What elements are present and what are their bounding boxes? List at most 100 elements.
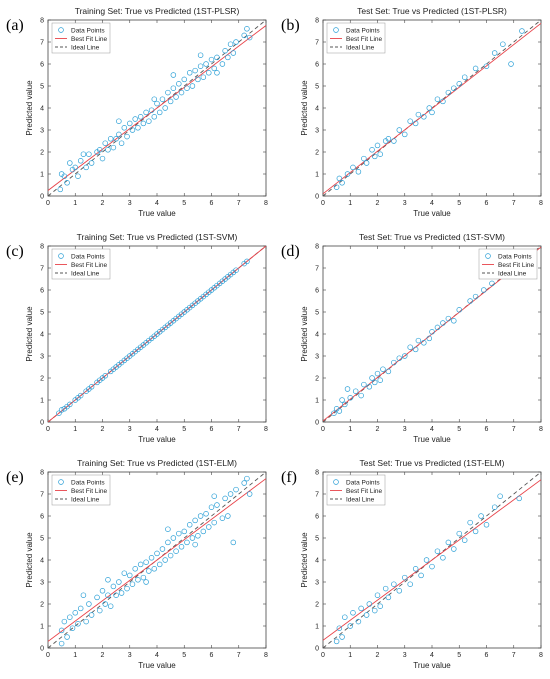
data-point — [451, 318, 457, 324]
data-point — [461, 537, 468, 543]
data-point — [391, 359, 397, 366]
data-point — [211, 519, 217, 526]
data-point — [143, 579, 149, 585]
data-point — [350, 164, 356, 171]
x-tick-label: 2 — [376, 426, 380, 433]
data-point — [57, 186, 64, 193]
x-tick-label: 8 — [264, 200, 268, 207]
data-point — [347, 623, 353, 629]
y-tick-label: 7 — [40, 40, 44, 47]
panel-c: (c) Training Set: True vs Predicted (1ST-… — [0, 226, 275, 452]
data-point — [56, 410, 62, 416]
panel-label: (d) — [281, 243, 300, 260]
data-point — [192, 541, 198, 548]
x-tick-label: 6 — [210, 652, 214, 659]
data-point — [189, 535, 196, 541]
data-point — [366, 601, 373, 607]
y-tick-label: 5 — [315, 310, 319, 317]
data-point — [440, 555, 446, 561]
best-fit-line — [48, 25, 266, 191]
data-point — [344, 171, 351, 177]
data-point — [173, 94, 179, 100]
x-tick-label: 7 — [512, 200, 516, 207]
data-point — [339, 397, 345, 403]
data-point — [184, 539, 190, 546]
y-tick-label: 1 — [40, 172, 44, 179]
x-tick-label: 8 — [539, 200, 543, 207]
data-point — [116, 118, 122, 124]
chart-title: Training Set: True vs Predicted (1ST-SVM… — [77, 232, 238, 242]
data-point — [483, 63, 490, 69]
data-point — [429, 109, 435, 116]
data-point — [211, 493, 217, 499]
data-point — [75, 173, 81, 179]
data-point — [241, 480, 247, 486]
data-point — [129, 581, 136, 587]
data-point — [189, 83, 196, 89]
data-point — [170, 72, 177, 78]
panel-e: (e) Training Set: True vs Predicted (1ST-… — [0, 452, 275, 678]
data-point — [162, 557, 168, 563]
data-point — [151, 566, 158, 572]
data-point — [396, 355, 403, 361]
legend-entry: Best Fit Line — [71, 262, 108, 269]
x-tick-label: 6 — [485, 426, 489, 433]
data-point — [246, 491, 253, 497]
data-point — [401, 353, 408, 359]
panel-d: (d) Test Set: True vs Predicted (1ST-SVM)… — [275, 226, 550, 452]
data-point — [219, 61, 226, 67]
y-tick-label: 0 — [40, 194, 44, 201]
data-point — [401, 574, 408, 581]
data-point — [132, 116, 138, 122]
legend-entry: Ideal Line — [71, 270, 100, 277]
data-point — [516, 495, 522, 502]
data-point — [156, 109, 163, 116]
data-point — [246, 34, 253, 41]
data-point — [129, 127, 136, 133]
data-point — [472, 65, 479, 72]
x-tick-label: 0 — [321, 200, 325, 207]
legend-box — [51, 22, 111, 54]
data-point — [72, 610, 78, 616]
x-tick-label: 3 — [403, 200, 407, 207]
data-point — [154, 100, 160, 107]
data-point — [478, 513, 484, 519]
x-tick-label: 1 — [348, 652, 352, 659]
legend-marker-points — [58, 479, 64, 485]
x-tick-label: 7 — [512, 426, 516, 433]
data-point — [361, 381, 367, 388]
y-tick-label: 2 — [315, 602, 319, 609]
data-point — [107, 136, 114, 142]
x-axis-label: True value — [138, 209, 176, 218]
data-point — [197, 63, 204, 69]
y-tick-label: 1 — [40, 398, 44, 405]
data-point — [86, 151, 92, 157]
y-tick-label: 6 — [315, 514, 319, 521]
x-tick-label: 3 — [128, 652, 132, 659]
data-point — [206, 70, 212, 76]
data-point — [456, 530, 463, 537]
x-tick-label: 4 — [430, 200, 434, 207]
data-point — [165, 526, 171, 532]
x-tick-label: 0 — [46, 652, 50, 659]
data-point — [140, 120, 147, 127]
data-point — [434, 96, 441, 102]
x-tick-label: 7 — [512, 652, 516, 659]
data-point — [489, 280, 495, 287]
y-tick-label: 2 — [40, 602, 44, 609]
y-tick-label: 3 — [315, 128, 319, 135]
data-point — [178, 89, 185, 96]
chart-title: Test Set: True vs Predicted (1ST-PLSR) — [357, 6, 507, 16]
data-point — [176, 81, 182, 87]
data-point — [222, 495, 228, 502]
legend-entry: Data Points — [71, 253, 105, 260]
x-tick-label: 5 — [457, 652, 461, 659]
data-point — [58, 407, 65, 413]
y-tick-label: 8 — [40, 244, 44, 251]
data-point — [391, 138, 397, 144]
data-point — [472, 293, 479, 300]
data-point — [214, 502, 220, 508]
y-tick-label: 6 — [40, 62, 44, 69]
x-tick-label: 1 — [73, 200, 77, 207]
data-point — [374, 592, 381, 598]
